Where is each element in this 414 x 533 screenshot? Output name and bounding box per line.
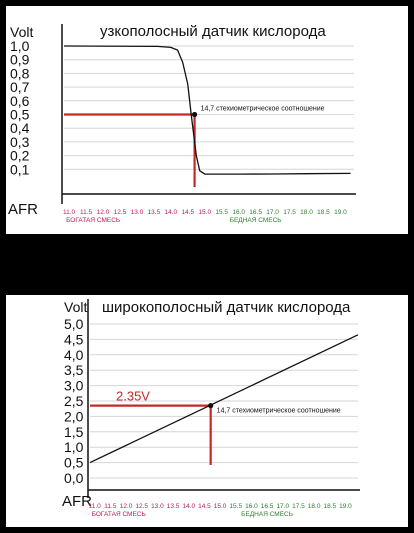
x-tick-label: 19.0 [334, 209, 347, 216]
x-tick-label: 17.0 [266, 209, 279, 216]
x-tick-label: 17.0 [276, 503, 289, 510]
x-tick-label: 15.0 [198, 209, 211, 216]
x-tick-label: 15.5 [229, 503, 242, 510]
y-tick-label: 0,1 [10, 161, 30, 177]
x-tick-label: 11.5 [80, 209, 93, 216]
rich-mixture-label: БОГАТАЯ СМЕСЬ [92, 511, 146, 518]
x-tick-label: 11.0 [89, 503, 102, 510]
series-line [89, 334, 359, 464]
x-axis-title: AFR [62, 493, 92, 510]
x-tick-label: 18.0 [308, 503, 321, 510]
series-line [63, 45, 351, 175]
x-tick-label: 14.5 [181, 209, 194, 216]
x-tick-label: 17.5 [292, 503, 305, 510]
x-tick-label: 13.0 [131, 209, 144, 216]
x-tick-label: 17.5 [283, 209, 296, 216]
y-tick-label: 0,5 [10, 107, 30, 123]
y-tick-label: 0,5 [64, 455, 84, 471]
x-tick-label: 14.0 [165, 209, 178, 216]
y-tick-label: 5,0 [64, 316, 84, 332]
x-tick-label: 12.0 [120, 503, 133, 510]
y-tick-label: 2,5 [64, 393, 84, 409]
x-tick-label: 18.5 [317, 209, 330, 216]
x-tick-label: 13.0 [151, 503, 164, 510]
y-tick-label: 4,5 [64, 331, 84, 347]
lean-mixture-label: БЕДНАЯ СМЕСЬ [230, 217, 282, 224]
chart-title: широкополосный датчик кислорода [102, 299, 351, 316]
x-tick-label: 18.0 [300, 209, 313, 216]
y-tick-label: 0,7 [10, 79, 30, 95]
x-tick-label: 13.5 [167, 503, 180, 510]
y-tick-label: 3,0 [64, 378, 84, 394]
rich-mixture-label: БОГАТАЯ СМЕСЬ [66, 217, 120, 224]
y-tick-label: 1,5 [64, 424, 84, 440]
y-tick-label: 0,2 [10, 148, 30, 164]
y-tick-label: 1,0 [64, 439, 84, 455]
x-tick-label: 11.0 [63, 209, 76, 216]
x-tick-label: 12.5 [114, 209, 127, 216]
x-tick-label: 13.5 [148, 209, 161, 216]
lean-mixture-label: БЕДНАЯ СМЕСЬ [241, 511, 293, 518]
y-tick-label: 1,0 [10, 38, 30, 54]
x-tick-label: 14.0 [182, 503, 195, 510]
y-tick-label: 0,4 [10, 120, 30, 136]
x-tick-label: 12.5 [135, 503, 148, 510]
stoichiometric-label: 14,7 стехиометрическое соотношение [217, 408, 341, 415]
y-tick-label: 0,0 [64, 470, 84, 486]
marker-value-label: 2.35V [116, 389, 150, 404]
x-tick-label: 12.0 [97, 209, 110, 216]
wideband-chart: 5,04,54,03,53,02,52,01,51,00,50,0 Volt AFR… [62, 299, 360, 518]
narrowband-chart-panel: 1,0 0,9 0,8 0,7 0,6 0,5 0,4 0,3 0,2 0,1 Volt AFR узк… [6, 6, 408, 234]
x-tick-label: 19.0 [339, 503, 352, 510]
chart-title: узкополосный датчик кислорода [100, 23, 326, 40]
stoichiometric-point [208, 403, 214, 409]
wideband-chart-panel: 5,0 4,5 4,0 3,5 3,0 2,5 2,0 1,5 1,0 0,5 0,0 Volt AFR… [6, 295, 408, 527]
y-tick-label: 0,6 [10, 93, 30, 109]
y-tick-label: 0,8 [10, 65, 30, 81]
y-axis-title: Volt [64, 299, 87, 315]
y-tick-label: 0,9 [10, 52, 30, 68]
y-axis-title: Volt [10, 24, 33, 40]
x-tick-label: 14.5 [198, 503, 211, 510]
x-tick-label: 16.5 [249, 209, 262, 216]
stoichiometric-label: 14,7 стехиометрическое соотношение [201, 106, 325, 113]
y-tick-label: 3,5 [64, 362, 84, 378]
x-tick-label: 16.0 [245, 503, 258, 510]
x-tick-label: 16.0 [232, 209, 245, 216]
y-tick-label: 2,0 [64, 408, 84, 424]
y-tick-label: 0,3 [10, 134, 30, 150]
x-axis-title: AFR [8, 201, 38, 218]
stoichiometric-point [191, 111, 198, 118]
y-tick-label: 4,0 [64, 347, 84, 363]
x-tick-label: 11.5 [104, 503, 117, 510]
narrowband-chart: 1,00,90,80,70,60,50,40,30,20,1 Volt AFR узк… [8, 23, 356, 224]
x-tick-label: 15.0 [214, 503, 227, 510]
x-tick-label: 18.5 [323, 503, 336, 510]
x-tick-label: 16.5 [261, 503, 274, 510]
x-tick-label: 15.5 [215, 209, 228, 216]
